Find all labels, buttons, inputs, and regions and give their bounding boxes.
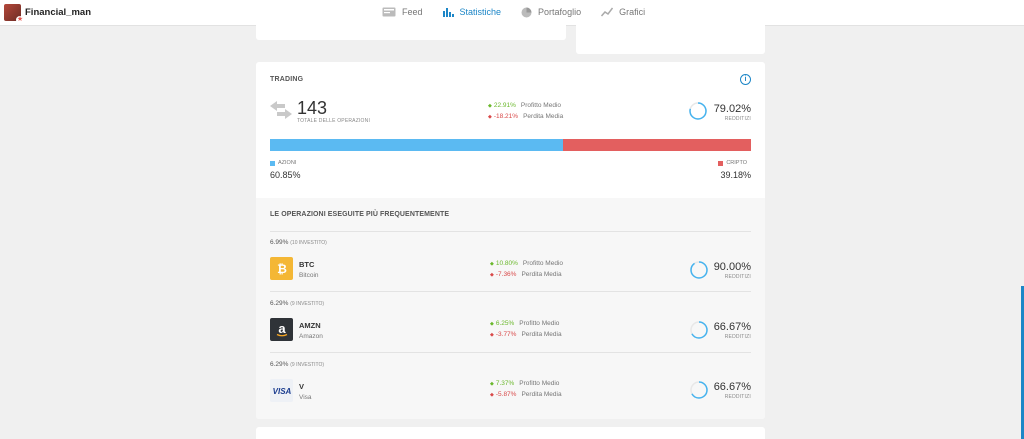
svg-text:VISA: VISA <box>272 387 291 396</box>
line-chart-icon <box>601 7 614 17</box>
crypto-value: 39.18% <box>720 170 751 180</box>
item-share: 6.99% (10 INVESTITO) <box>270 239 327 246</box>
legend-swatch <box>718 160 724 166</box>
scrollbar-thumb[interactable] <box>1021 286 1024 439</box>
item-name: Visa <box>299 394 312 401</box>
arrow-down-icon: ◆ <box>490 331 494 338</box>
arrow-up-icon: ◆ <box>490 260 494 267</box>
item-symbol: AMZN <box>299 321 321 330</box>
avg-profit-value: 7.37% <box>495 380 515 387</box>
card-partial-bottom <box>256 427 765 439</box>
item-share: 6.29% (9 INVESTITO) <box>270 361 325 368</box>
avg-profit-label: Profitto Medio <box>519 380 560 387</box>
split-crypto <box>562 139 751 151</box>
item-share: 6.29% (9 INVESTITO) <box>270 300 325 307</box>
amazon-logo-icon: a <box>270 318 293 341</box>
bar-chart-icon <box>442 8 454 17</box>
avg-loss-value: -7.36% <box>495 271 517 278</box>
profitability-value: 66.67% <box>713 321 751 333</box>
avg-loss-value: -5.87% <box>495 391 517 398</box>
trading-title: TRADING <box>270 76 304 83</box>
stocks-value: 60.85% <box>270 170 301 180</box>
tab-feed[interactable]: Feed <box>372 0 433 26</box>
feed-icon <box>382 7 396 17</box>
legend-swatch <box>270 160 275 166</box>
profitability-ring <box>690 261 708 279</box>
avg-profit-label: Profitto Medio <box>519 320 560 327</box>
arrow-down-icon: ◆ <box>490 271 494 278</box>
divider <box>270 352 751 353</box>
total-trades: 143 <box>297 98 328 118</box>
avg-profit-label: Profitto Medio <box>520 102 562 109</box>
avg-profit-value: 10.80% <box>495 260 518 267</box>
list-item-amzn[interactable]: 6.29% (9 INVESTITO) a AMZN Amazon ◆ 6.25%… <box>270 292 751 352</box>
tab-grafici[interactable]: Grafici <box>591 0 655 26</box>
avg-loss-value: -3.77% <box>495 331 517 338</box>
list-item-visa[interactable]: 6.29% (9 INVESTITO) VISA V Visa ◆ 7.37% Pr… <box>270 353 751 413</box>
pie-chart-icon <box>521 7 532 17</box>
tab-label: Portafoglio <box>538 7 582 17</box>
frequent-trades-section: LE OPERAZIONI ESEGUITE PIÙ FREQUENTEMENT… <box>256 198 765 419</box>
frequent-trades-title: LE OPERAZIONI ESEGUITE PIÙ FREQUENTEMENT… <box>270 211 450 218</box>
profitability-value: 66.67% <box>713 381 751 393</box>
tab-portafoglio[interactable]: Portafoglio <box>511 0 591 26</box>
arrow-up-icon: ◆ <box>490 320 494 327</box>
item-name: Amazon <box>299 333 323 340</box>
asset-split-bar <box>270 139 751 151</box>
avg-loss-label: Perdita Media <box>521 391 562 398</box>
card-partial-top-right <box>576 20 765 54</box>
username[interactable]: Financial_man <box>25 7 91 18</box>
arrow-up-icon: ◆ <box>488 102 492 109</box>
bitcoin-logo-icon: ₿ <box>270 257 293 280</box>
profitability-value: 90.00% <box>713 261 751 273</box>
profitability-label: REDDITIZI <box>724 274 751 280</box>
legend-label: CRIPTO <box>726 160 747 166</box>
profitability-label: REDDITIZI <box>724 394 751 400</box>
svg-text:₿: ₿ <box>277 262 287 276</box>
star-icon: ★ <box>16 16 24 24</box>
info-icon[interactable]: i <box>740 74 751 85</box>
avg-profit-value: 22.91% <box>493 102 516 109</box>
visa-logo-icon: VISA <box>270 379 293 402</box>
avg-loss-label: Perdita Media <box>521 331 562 338</box>
tab-label: Feed <box>402 7 423 17</box>
profitability-label: REDDITIZI <box>724 334 751 340</box>
tab-label: Statistiche <box>459 7 502 17</box>
item-symbol: BTC <box>299 260 315 269</box>
profitability-value: 79.02% <box>713 103 751 115</box>
arrow-up-icon: ◆ <box>490 380 494 387</box>
legend-stocks: AZIONI <box>270 160 296 166</box>
divider <box>270 291 751 292</box>
user-profile[interactable]: ★ Financial_man <box>4 4 91 24</box>
divider <box>270 231 751 232</box>
item-symbol: V <box>299 382 305 391</box>
trading-profit-loss: ◆ 22.91% Profitto Medio ◆ -18.21% Perdita Me… <box>488 100 563 122</box>
profitability-label: REDDITIZI <box>724 116 751 122</box>
item-profit-loss: ◆ 7.37% Profitto Medio ◆ -5.87% Perdita Medi… <box>490 378 562 400</box>
item-profit-loss: ◆ 10.80% Profitto Medio ◆ -7.36% Perdita Med… <box>490 258 563 280</box>
avg-loss-label: Perdita Media <box>521 271 562 278</box>
arrow-down-icon: ◆ <box>488 113 492 120</box>
profitability-ring <box>690 321 708 339</box>
avg-loss-label: Perdita Media <box>523 113 564 120</box>
total-trades-label: TOTALE DELLE OPERAZIONI <box>297 118 371 124</box>
item-profit-loss: ◆ 6.25% Profitto Medio ◆ -3.77% Perdita Medi… <box>490 318 562 340</box>
item-name: Bitcoin <box>299 272 319 279</box>
avatar[interactable]: ★ <box>4 4 24 24</box>
svg-text:a: a <box>278 322 286 336</box>
split-stocks <box>270 139 563 151</box>
card-partial-top-left <box>256 20 566 40</box>
trading-card: TRADING i 143 TOTALE DELLE OPERAZIONI ◆ 2… <box>256 62 765 419</box>
arrow-down-icon: ◆ <box>490 391 494 398</box>
legend-label: AZIONI <box>278 160 297 166</box>
profitability-ring <box>689 102 707 120</box>
profitability-ring <box>690 381 708 399</box>
list-item-btc[interactable]: 6.99% (10 INVESTITO) ₿ BTC Bitcoin ◆ 10.8… <box>270 231 751 291</box>
swap-arrows-icon <box>270 101 292 119</box>
avg-profit-label: Profitto Medio <box>522 260 564 267</box>
avg-profit-value: 6.25% <box>495 320 515 327</box>
tab-label: Grafici <box>619 7 646 17</box>
legend-crypto: CRIPTO <box>718 160 747 166</box>
avg-loss-value: -18.21% <box>493 113 519 120</box>
